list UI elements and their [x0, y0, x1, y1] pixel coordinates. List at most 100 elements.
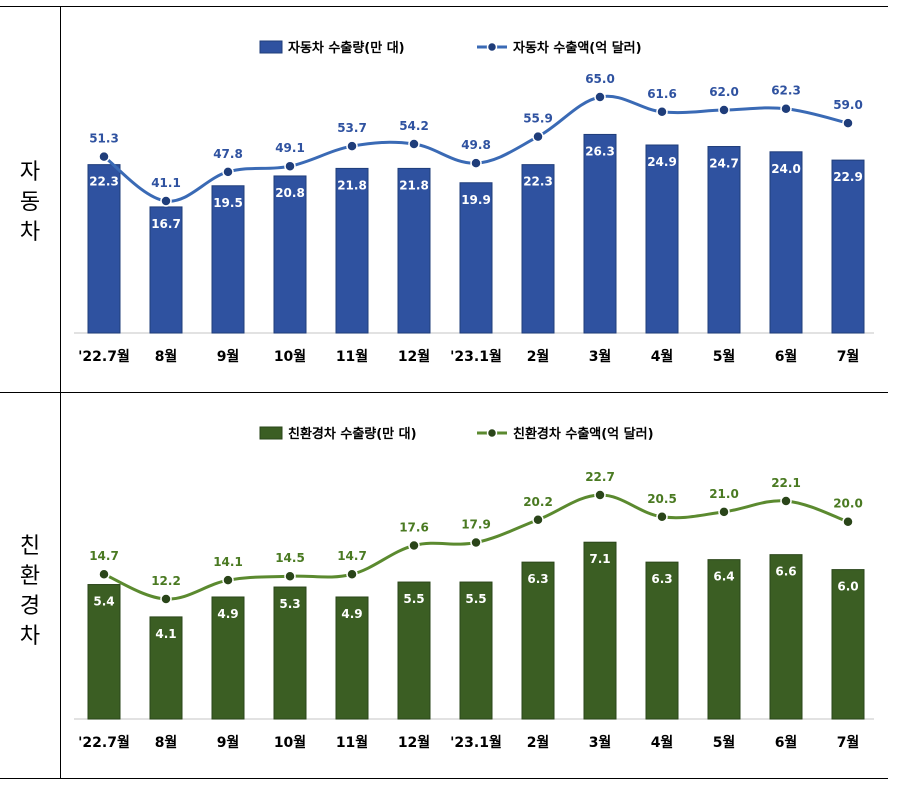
x-tick-label: 6월 — [775, 348, 798, 365]
frame-vertical-divider — [60, 6, 61, 779]
bar-data-label: 5.5 — [465, 592, 486, 606]
x-tick-label: 5월 — [713, 348, 736, 365]
x-tick-label: 7월 — [837, 348, 860, 365]
line-point — [470, 157, 482, 169]
x-tick-label: 10월 — [274, 734, 306, 751]
line-data-label: 17.9 — [461, 518, 491, 532]
bar — [707, 559, 741, 720]
x-tick-label: '22.7월 — [78, 734, 130, 751]
line-data-label: 51.3 — [89, 132, 119, 146]
legend-line-label: 자동차 수출액(억 달러) — [513, 40, 642, 56]
line-point — [408, 539, 420, 552]
bar — [87, 164, 121, 334]
line-point — [346, 140, 358, 152]
bar-series: 22.3 16.7 19.5 20.8 21.8 21.8 19.9 22.3 26.3 24.9… — [87, 133, 865, 334]
bar-data-label: 24.7 — [709, 157, 739, 171]
bar — [645, 561, 679, 720]
line-data-label: 62.3 — [771, 84, 801, 98]
line-data-label: 17.6 — [399, 521, 429, 535]
bar — [521, 164, 555, 334]
row-label-char: 경 — [19, 594, 41, 619]
eco-vehicle-export-chart: 친환경차 수출량(만 대) 친환경차 수출액(억 달러) 5.4 4.1 4.9 5.3 4… — [74, 426, 874, 751]
line-point — [346, 568, 358, 580]
line-data-label: 49.1 — [275, 141, 305, 155]
line-data-label: 54.2 — [399, 119, 429, 133]
bar — [87, 584, 121, 720]
bar-data-label: 16.7 — [151, 217, 181, 231]
vehicle-export-chart: 자동차 수출량(만 대) 자동차 수출액(억 달러) 22.3 16.7 19.5 20.… — [74, 40, 874, 365]
bar-data-label: 6.0 — [837, 580, 858, 594]
bar-data-label: 5.4 — [93, 595, 114, 609]
line-data-label: 20.5 — [647, 492, 677, 506]
line-point — [160, 593, 172, 605]
bar — [707, 146, 741, 334]
legend-bar-swatch — [259, 426, 283, 440]
bar — [335, 167, 369, 334]
bar-data-label: 24.9 — [647, 155, 677, 169]
bar-data-label: 4.9 — [217, 607, 238, 621]
bar-data-label: 19.5 — [213, 196, 243, 210]
frame-bottom-line — [0, 778, 888, 779]
row-label-char: 자 — [19, 160, 41, 185]
line-data-label: 55.9 — [523, 112, 553, 126]
bar-series: 5.4 4.1 4.9 5.3 4.9 5.5 5.5 6.3 7.1 6.3 6.4 6.6 6.0 — [87, 541, 865, 720]
line-data-label: 12.2 — [151, 574, 181, 588]
legend-line-label: 친환경차 수출액(억 달러) — [513, 426, 654, 442]
line-series: 51.3 41.1 47.8 49.1 53.7 54.2 49.8 55.9 65.0 61.6… — [89, 72, 863, 207]
bar — [831, 569, 865, 720]
line-point — [656, 106, 668, 118]
line-point — [532, 514, 544, 526]
x-tick-label: 4월 — [651, 734, 674, 751]
bar — [831, 159, 865, 334]
line-data-label: 22.7 — [585, 470, 615, 484]
line-data-label: 59.0 — [833, 98, 863, 112]
x-tick-label: 8월 — [155, 348, 178, 365]
x-tick-label: 9월 — [217, 348, 240, 365]
x-tick-label: 12월 — [398, 734, 430, 751]
line-point — [408, 138, 420, 150]
x-tick-label: '22.7월 — [78, 348, 130, 365]
x-tick-label: 2월 — [527, 348, 550, 365]
line-data-label: 21.0 — [709, 487, 739, 501]
legend-line-marker — [486, 41, 498, 53]
row-label-eco-vehicles: 친 환 경 차 — [0, 532, 60, 652]
bar-data-label: 5.5 — [403, 592, 424, 606]
bar — [459, 182, 493, 334]
bar — [273, 175, 307, 334]
legend-bar-swatch — [259, 40, 283, 54]
bar — [521, 561, 555, 720]
frame-top-line — [0, 6, 888, 7]
bar — [645, 144, 679, 334]
line-point — [222, 574, 234, 586]
x-tick-label: 5월 — [713, 734, 736, 751]
bar — [335, 596, 369, 720]
bar-data-label: 4.9 — [341, 607, 362, 621]
line-point — [284, 160, 296, 172]
x-tick-label: 3월 — [589, 348, 612, 365]
x-tick-label: 2월 — [527, 734, 550, 751]
line-point — [532, 130, 544, 143]
line-data-label: 53.7 — [337, 121, 367, 135]
line-point — [594, 91, 606, 103]
bar-data-label: 22.9 — [833, 170, 863, 184]
bar-data-label: 22.3 — [523, 175, 553, 189]
bar-data-label: 4.1 — [155, 627, 176, 641]
line-point — [284, 570, 296, 582]
chart-legend: 친환경차 수출량(만 대) 친환경차 수출액(억 달러) — [259, 426, 654, 442]
x-tick-label: 9월 — [217, 734, 240, 751]
bar — [583, 541, 617, 720]
bar-data-label: 7.1 — [589, 552, 610, 566]
x-axis-ticks: '22.7월 8월 9월 10월 11월 12월 '23.1월 2월 3월 4월 5월 6월 7월 — [78, 734, 859, 751]
line-data-label: 62.0 — [709, 85, 739, 99]
line-data-label: 14.5 — [275, 551, 305, 565]
bar-data-label: 21.8 — [337, 178, 367, 192]
line-data-label: 20.2 — [523, 495, 553, 509]
chart-legend: 자동차 수출량(만 대) 자동차 수출액(억 달러) — [259, 40, 642, 56]
bar — [149, 206, 183, 334]
line-data-label: 65.0 — [585, 72, 615, 86]
x-tick-label: 11월 — [336, 348, 368, 365]
x-tick-label: '23.1월 — [450, 734, 502, 751]
bar-data-label: 19.9 — [461, 193, 491, 207]
line-point — [98, 150, 110, 163]
x-tick-label: 4월 — [651, 348, 674, 365]
